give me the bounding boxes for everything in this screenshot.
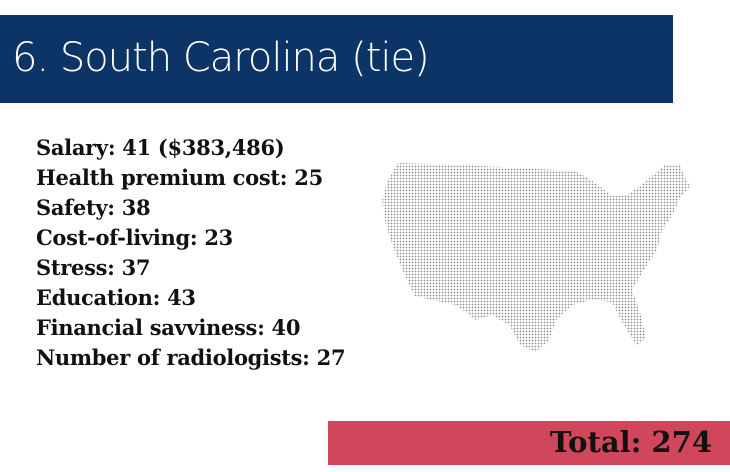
us-dot-map (382, 163, 690, 352)
total-box: Total: 274 (328, 421, 730, 465)
stat-item: Salary: 41 ($383,486) (36, 135, 285, 160)
stat-item: Cost-of-living: 23 (36, 225, 233, 250)
title: 6. South Carolina (tie) (12, 35, 430, 81)
stat-item: Stress: 37 (36, 255, 151, 280)
total: Total: 274 (549, 425, 712, 459)
header-band: 6. South Carolina (tie) (0, 15, 673, 103)
stat-item: Financial savviness: 40 (36, 315, 301, 340)
map-shape (382, 163, 690, 352)
stats-list: Salary: 41 ($383,486) Health premium cos… (36, 133, 346, 373)
stat-item: Number of radiologists: 27 (36, 345, 346, 370)
stat-item: Education: 43 (36, 285, 196, 310)
stat-item: Health premium cost: 25 (36, 165, 323, 190)
stat-item: Safety: 38 (36, 195, 151, 220)
